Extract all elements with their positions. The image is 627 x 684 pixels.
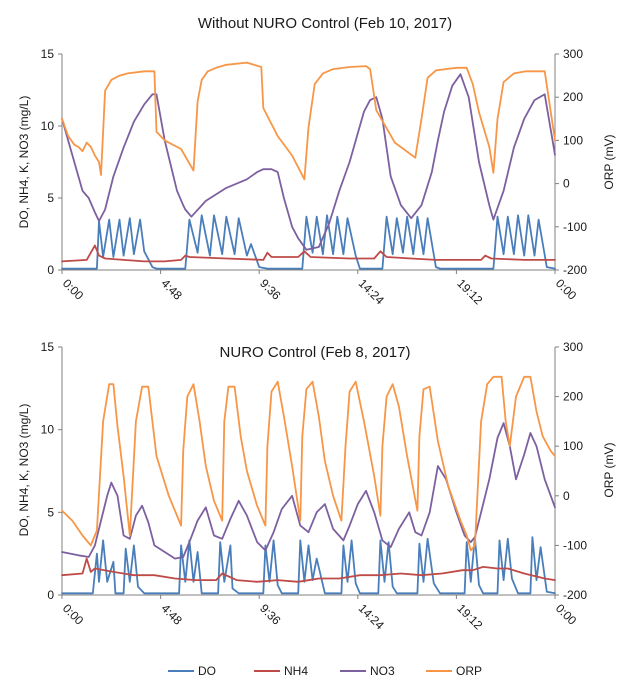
series-line-no3 — [61, 73, 556, 251]
x-tick-label: 19:12 — [454, 276, 485, 307]
left-tick-label: 10 — [41, 119, 55, 133]
left-axis-label: DO, NH4, K, NO3 (mg/L) — [17, 96, 31, 229]
right-tick-label: 0 — [563, 177, 570, 191]
legend-label-nh4: NH4 — [284, 664, 308, 678]
right-tick-label: 200 — [563, 90, 583, 104]
legend-label-no3: NO3 — [370, 664, 395, 678]
series-line-nh4 — [61, 244, 556, 263]
x-tick-label: 0:00 — [60, 601, 87, 628]
legend-label-orp: ORP — [456, 664, 482, 678]
series-line-orp — [61, 61, 556, 181]
x-tick-label: 9:36 — [257, 601, 284, 628]
chart-nuro-control: NURO Control (Feb 8, 2017) DO, NH4, K, N… — [17, 340, 616, 633]
x-tick-label: 14:24 — [356, 276, 387, 307]
left-tick-label: 15 — [41, 47, 55, 61]
x-tick-label: 19:12 — [454, 601, 485, 632]
series-line-do — [61, 214, 556, 270]
right-axis-label: ORP (mV) — [602, 134, 616, 189]
chart-title: Without NURO Control (Feb 10, 2017) — [198, 15, 452, 32]
right-tick-label: 300 — [563, 340, 583, 354]
left-axis-label: DO, NH4, K, NO3 (mg/L) — [17, 404, 31, 537]
legend-label-do: DO — [198, 664, 216, 678]
left-tick-label: 10 — [41, 423, 55, 437]
right-tick-label: -200 — [563, 588, 587, 602]
right-tick-label: -100 — [563, 220, 587, 234]
x-tick-label: 14:24 — [356, 601, 387, 632]
left-tick-label: 0 — [47, 588, 54, 602]
x-tick-label: 4:48 — [158, 601, 185, 628]
x-tick-label: 0:00 — [553, 601, 580, 628]
right-tick-label: 0 — [563, 489, 570, 503]
series-line-nh4 — [61, 557, 556, 583]
x-tick-label: 0:00 — [553, 276, 580, 303]
right-tick-label: 100 — [563, 439, 583, 453]
x-tick-label: 9:36 — [257, 276, 284, 303]
chart-without-nuro-control: Without NURO Control (Feb 10, 2017) DO, … — [17, 15, 616, 308]
right-tick-label: 200 — [563, 390, 583, 404]
right-axis-label: ORP (mV) — [602, 442, 616, 497]
right-tick-label: 300 — [563, 47, 583, 61]
left-tick-label: 5 — [47, 505, 54, 519]
left-tick-label: 0 — [47, 263, 54, 277]
series-line-no3 — [61, 422, 556, 560]
left-tick-label: 15 — [41, 340, 55, 354]
x-tick-label: 4:48 — [158, 276, 185, 303]
chart-title: NURO Control (Feb 8, 2017) — [220, 344, 411, 361]
legend: DO NH4 NO3 ORP — [168, 664, 482, 678]
x-tick-label: 0:00 — [60, 276, 87, 303]
right-tick-label: -200 — [563, 263, 587, 277]
right-tick-label: -100 — [563, 538, 587, 552]
series-line-do — [61, 536, 556, 595]
series-line-orp — [61, 375, 556, 552]
left-tick-label: 5 — [47, 191, 54, 205]
right-tick-label: 100 — [563, 133, 583, 147]
